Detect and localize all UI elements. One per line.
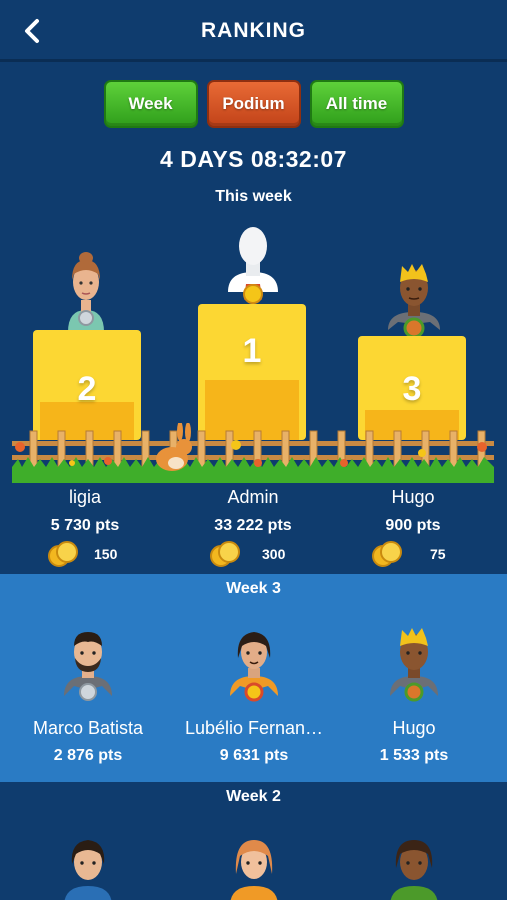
avatar-admin[interactable]: [224, 222, 282, 310]
tab-all-time[interactable]: All time: [309, 80, 404, 128]
week3-player-1[interactable]: Marco Batista 2 876 pts: [18, 718, 158, 765]
player-points: 1 533 pts: [379, 747, 449, 764]
avatar-ligia[interactable]: [60, 252, 112, 332]
player-points: 9 631 pts: [219, 747, 289, 764]
week-section-3: Week 3 Marco Batista 2 876 pts Lubélio F…: [0, 574, 507, 782]
player-name: Lubélio Fernan…: [184, 718, 324, 738]
week-title: Week 2: [226, 788, 281, 805]
player-name: Hugo: [392, 718, 436, 738]
coin-amount: 150: [94, 546, 118, 562]
avatar-week2-2[interactable]: [226, 834, 282, 900]
coins-icon: [372, 541, 402, 567]
tab-week[interactable]: Week: [103, 80, 198, 128]
fence-grass-decoration: [12, 423, 494, 483]
countdown-timer: 4 DAYS 08:32:07: [160, 146, 347, 172]
podium-player-1[interactable]: Admin 33 222 pts: [183, 487, 323, 535]
podium-block-1: 1: [198, 304, 306, 440]
week3-player-2[interactable]: Lubélio Fernan… 9 631 pts: [173, 718, 335, 765]
coins-icon: [210, 541, 240, 567]
player-points: 5 730 pts: [50, 517, 120, 534]
podium-player-3[interactable]: Hugo 900 pts: [343, 487, 483, 535]
podium-player-2[interactable]: ligia 5 730 pts: [15, 487, 155, 535]
avatar-week2-1[interactable]: [60, 834, 116, 900]
podium-block-3: 3: [358, 336, 466, 440]
avatar-hugo[interactable]: [386, 260, 442, 342]
player-name: ligia: [68, 487, 102, 507]
podium-rank-1: 1: [242, 332, 262, 370]
tab-podium[interactable]: Podium: [206, 80, 301, 128]
podium-rank-2: 2: [77, 370, 97, 408]
coin-reward-2: 150: [48, 541, 117, 567]
coin-reward-1: 300: [210, 541, 285, 567]
player-name: Hugo: [391, 487, 435, 507]
coin-reward-3: 75: [372, 541, 446, 567]
player-points: 33 222 pts: [214, 517, 292, 534]
podium-rank-3: 3: [402, 370, 422, 408]
back-button[interactable]: [18, 16, 48, 46]
podium-scene: 2 1 3: [0, 210, 507, 483]
avatar-lubelio[interactable]: [226, 624, 282, 706]
avatar-week2-3[interactable]: [386, 834, 442, 900]
coin-amount: 75: [430, 546, 446, 562]
player-name: Marco Batista: [32, 718, 144, 738]
tab-bar: Week Podium All time: [0, 80, 507, 128]
player-name: Admin: [227, 487, 279, 507]
week-section-2: Week 2: [0, 782, 507, 900]
player-points: 2 876 pts: [53, 747, 123, 764]
avatar-hugo-week3[interactable]: [386, 624, 442, 706]
rabbit-decoration: [156, 423, 192, 471]
coin-amount: 300: [262, 546, 286, 562]
week3-player-3[interactable]: Hugo 1 533 pts: [344, 718, 484, 765]
top-bar: RANKING: [0, 0, 507, 62]
player-points: 900 pts: [385, 517, 441, 534]
chevron-left-icon: [25, 19, 39, 43]
page-title: RANKING: [201, 19, 306, 42]
week-title: Week 3: [226, 580, 281, 597]
coins-icon: [48, 541, 78, 567]
avatar-marco-batista[interactable]: [60, 624, 116, 706]
period-label: This week: [215, 188, 292, 205]
